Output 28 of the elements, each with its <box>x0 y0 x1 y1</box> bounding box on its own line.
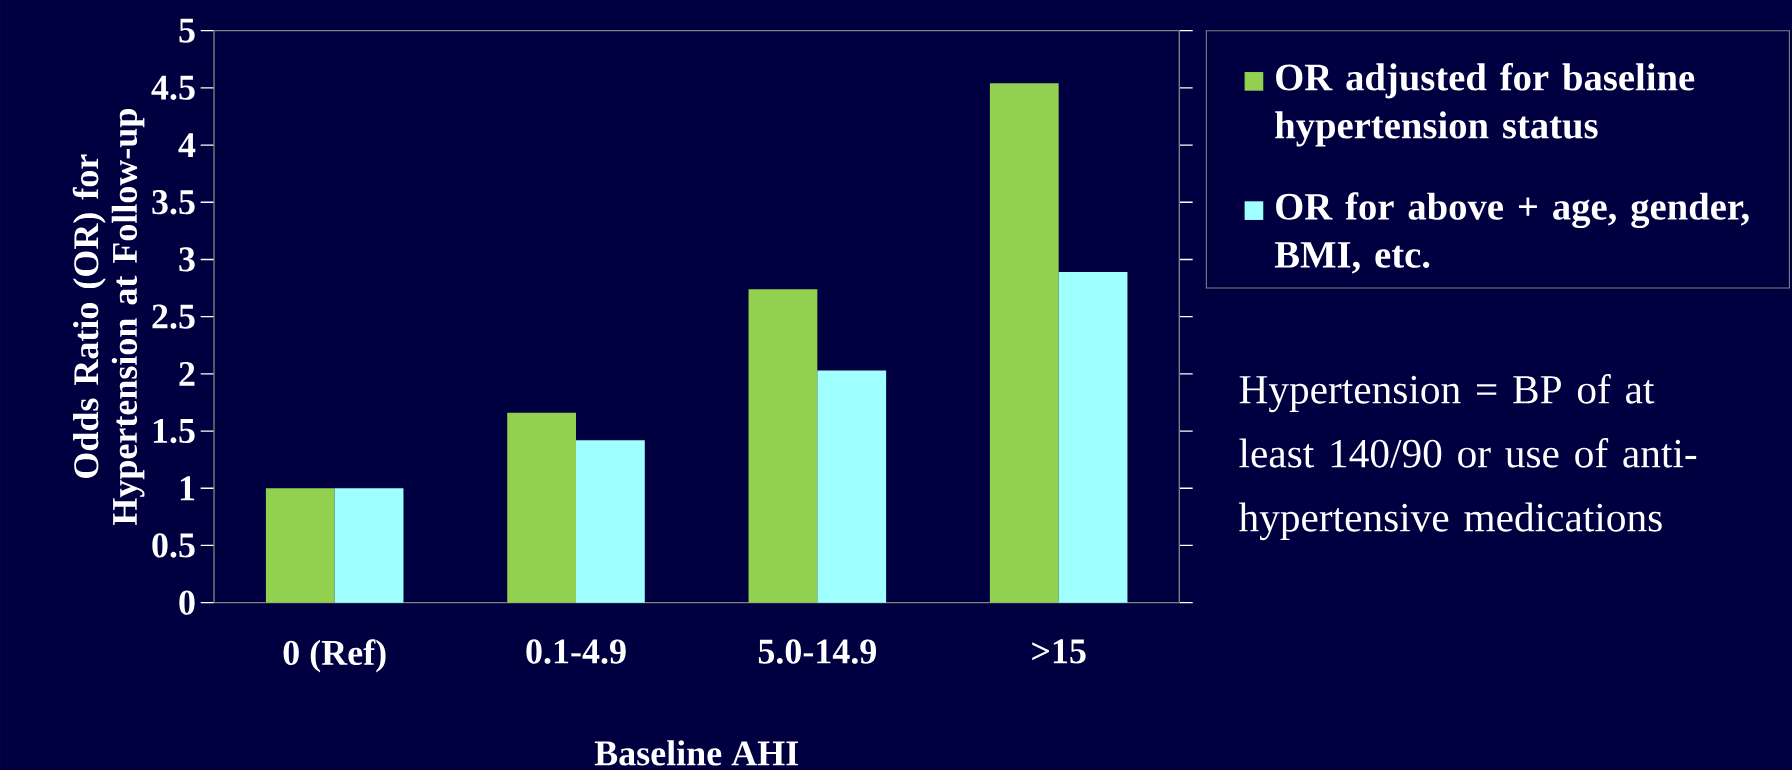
x-tick-label: 0.1-4.9 <box>526 639 626 664</box>
y-tick-label: 1.5 <box>153 418 195 444</box>
y-tick-label: 4.5 <box>151 75 195 100</box>
x-tick-label: >15 <box>1032 639 1086 664</box>
y-tick-label: 5 <box>179 18 195 43</box>
y-tick-label: 1 <box>180 476 195 501</box>
bar <box>817 370 887 603</box>
bar <box>748 289 818 603</box>
bar <box>265 488 335 603</box>
x-axis-title: Baseline AHI <box>594 740 798 766</box>
x-tick-label: 5.0-14.9 <box>758 639 877 664</box>
y-tick-label: 4 <box>178 133 196 157</box>
legend-label: OR for above + age, gender, BMI, etc. <box>1274 192 1749 274</box>
legend-label: OR adjusted for baseline hypertension status <box>1275 62 1695 147</box>
y-tick-label: 3 <box>179 247 195 272</box>
x-tick-label: 0 (Ref) <box>283 639 386 673</box>
bar <box>334 488 404 603</box>
text: Hypertension = BP of at least 140/90 or use of anti-hypertensive medications <box>1238 374 1697 541</box>
y-axis-title: Odds Ratio (OR) for Hypertension at Follow-up <box>72 109 145 526</box>
bar <box>507 412 577 603</box>
bar <box>989 83 1059 603</box>
y-tick-label: 0 <box>179 590 195 615</box>
y-tick-label: 2 <box>179 361 195 386</box>
y-tick-label: 2.5 <box>152 304 195 329</box>
bar <box>1058 272 1128 603</box>
y-tick-label: 3.5 <box>152 190 195 215</box>
y-tick-label: 0.5 <box>152 533 195 558</box>
bar <box>576 440 645 603</box>
